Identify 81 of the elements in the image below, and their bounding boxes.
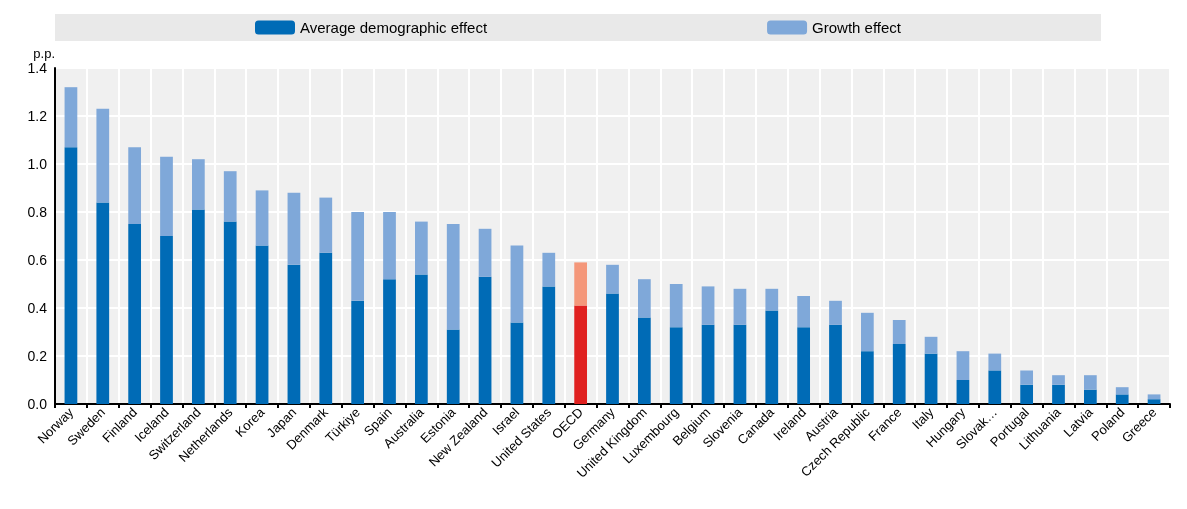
bar <box>319 197 333 253</box>
bar <box>128 224 142 404</box>
bar <box>1052 375 1065 385</box>
bar <box>510 245 524 323</box>
bar <box>542 252 556 287</box>
bar <box>606 264 619 294</box>
y-tick-label: 1.0 <box>27 156 48 172</box>
bar <box>383 279 396 404</box>
bar <box>160 156 173 236</box>
bar <box>64 147 78 404</box>
bar <box>956 351 970 380</box>
y-tick-label: 0.8 <box>27 204 48 220</box>
bar <box>255 190 269 246</box>
bar <box>478 276 492 404</box>
bar <box>860 312 874 352</box>
bar <box>797 327 811 404</box>
bar <box>637 317 651 404</box>
bar <box>892 320 906 344</box>
bar <box>574 262 588 306</box>
bar <box>223 221 237 404</box>
y-tick-label: 0.0 <box>27 396 48 412</box>
y-axis-title: p.p. <box>33 46 55 61</box>
legend-label: Average demographic effect <box>300 19 488 36</box>
bar <box>255 245 269 404</box>
bar <box>765 288 779 311</box>
bar <box>860 351 874 404</box>
bar <box>542 286 556 404</box>
bar <box>1083 389 1097 404</box>
bar <box>446 224 460 330</box>
bar <box>319 252 333 404</box>
bar <box>287 192 301 265</box>
bar <box>574 305 588 404</box>
bar <box>829 300 842 325</box>
bar <box>128 147 142 224</box>
bar <box>606 293 619 404</box>
bar <box>351 212 365 301</box>
bar <box>733 288 747 325</box>
bar <box>64 87 78 148</box>
bar <box>1083 375 1097 390</box>
y-tick-label: 1.4 <box>27 60 48 76</box>
bar <box>287 264 301 404</box>
bar <box>988 353 1002 371</box>
bar <box>1052 384 1065 404</box>
y-tick-label: 0.4 <box>27 300 48 316</box>
bar <box>1020 370 1034 385</box>
bar <box>96 108 110 203</box>
bar <box>637 279 651 318</box>
bar <box>988 370 1002 404</box>
bar <box>829 324 842 404</box>
bar <box>160 236 173 404</box>
bar <box>733 324 747 404</box>
bar <box>892 344 906 404</box>
bar <box>1115 394 1129 404</box>
bar <box>669 327 683 404</box>
bar <box>191 159 205 210</box>
bar <box>96 202 110 404</box>
y-tick-label: 0.6 <box>27 252 48 268</box>
bar <box>701 286 715 325</box>
y-tick-label: 1.2 <box>27 108 48 124</box>
bar <box>1020 384 1034 404</box>
bar <box>765 310 779 404</box>
bar <box>446 329 460 404</box>
bar <box>510 322 524 404</box>
bar <box>191 209 205 404</box>
bar <box>1147 394 1161 400</box>
legend-label: Growth effect <box>812 19 902 36</box>
bar <box>1147 399 1161 404</box>
bar <box>414 221 428 275</box>
bar <box>1115 387 1129 395</box>
y-tick-label: 0.2 <box>27 348 48 364</box>
bar <box>478 228 492 277</box>
bar <box>669 284 683 328</box>
bar <box>223 171 237 222</box>
bar <box>924 353 938 404</box>
bar <box>924 336 938 354</box>
bar <box>351 300 365 404</box>
bar <box>701 324 715 404</box>
bar <box>414 274 428 404</box>
bar <box>956 380 970 404</box>
bar <box>383 212 396 280</box>
bar <box>797 296 811 328</box>
